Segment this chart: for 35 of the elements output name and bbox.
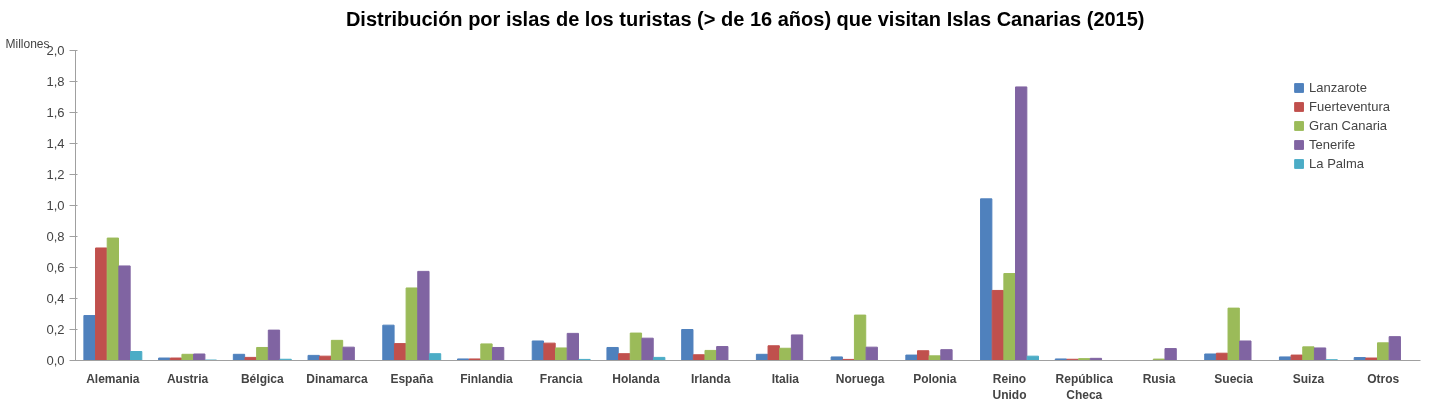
x-tick-label: Noruega [835,371,885,386]
y-tick-label: 1,2 [46,167,65,182]
x-tick-label: Alemania [86,371,140,386]
legend-label: Lanzarote [1309,80,1367,95]
y-tick-label: 1,6 [46,105,65,120]
chart-title: Distribución por islas de los turistas (> de 16 años) que visitan Islas Canarias (2015) [345,7,1145,30]
y-tick-label: 1,0 [46,198,65,213]
legend-label: Fuerteventura [1309,99,1390,114]
x-tick-label: Suecia [1214,371,1254,386]
y-axis-title: Millones [5,36,50,51]
y-tick-label: 1,4 [46,136,65,151]
y-tick-label: 0,8 [46,229,65,244]
y-tick-label: 0,6 [46,260,65,275]
x-tick-label: Finlandia [460,371,514,386]
x-tick-label: Dinamarca [306,371,369,386]
x-tick-label: España [390,371,434,386]
legend-label: Tenerife [1309,137,1356,152]
y-tick-label: 0,2 [46,322,65,337]
x-tick-label: Italia [771,371,800,386]
x-tick-label: Holanda [612,371,660,386]
x-tick-label: Bélgica [240,371,284,386]
y-tick-label: 0,0 [46,353,65,368]
x-tick-label: Suiza [1292,371,1325,386]
x-tick-label: Polonia [913,371,957,386]
x-tick-label: Francia [539,371,583,386]
x-tick-label: Otros [1367,371,1400,386]
x-tick-label: Rusia [1142,371,1176,386]
y-tick-label: 1,8 [46,74,65,89]
y-tick-label: 0,4 [46,291,65,306]
x-tick-label: Reino Unido [992,371,1027,403]
legend-label: Gran Canaria [1309,118,1388,133]
legend-label: La Palma [1309,156,1364,171]
x-tick-label: Irlanda [690,371,731,386]
x-tick-label: República Checa [1055,371,1114,403]
x-tick-label: Austria [166,371,209,386]
